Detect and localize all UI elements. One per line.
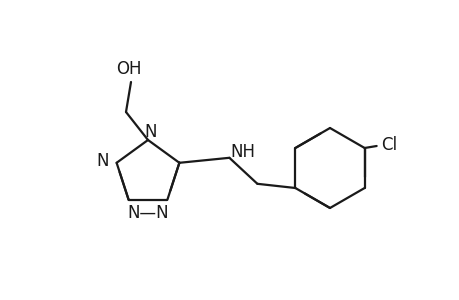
Text: N—N: N—N bbox=[127, 204, 168, 222]
Text: N: N bbox=[96, 152, 109, 170]
Text: N: N bbox=[145, 123, 157, 141]
Text: Cl: Cl bbox=[381, 136, 397, 154]
Text: OH: OH bbox=[116, 60, 141, 78]
Text: NH: NH bbox=[230, 143, 254, 161]
